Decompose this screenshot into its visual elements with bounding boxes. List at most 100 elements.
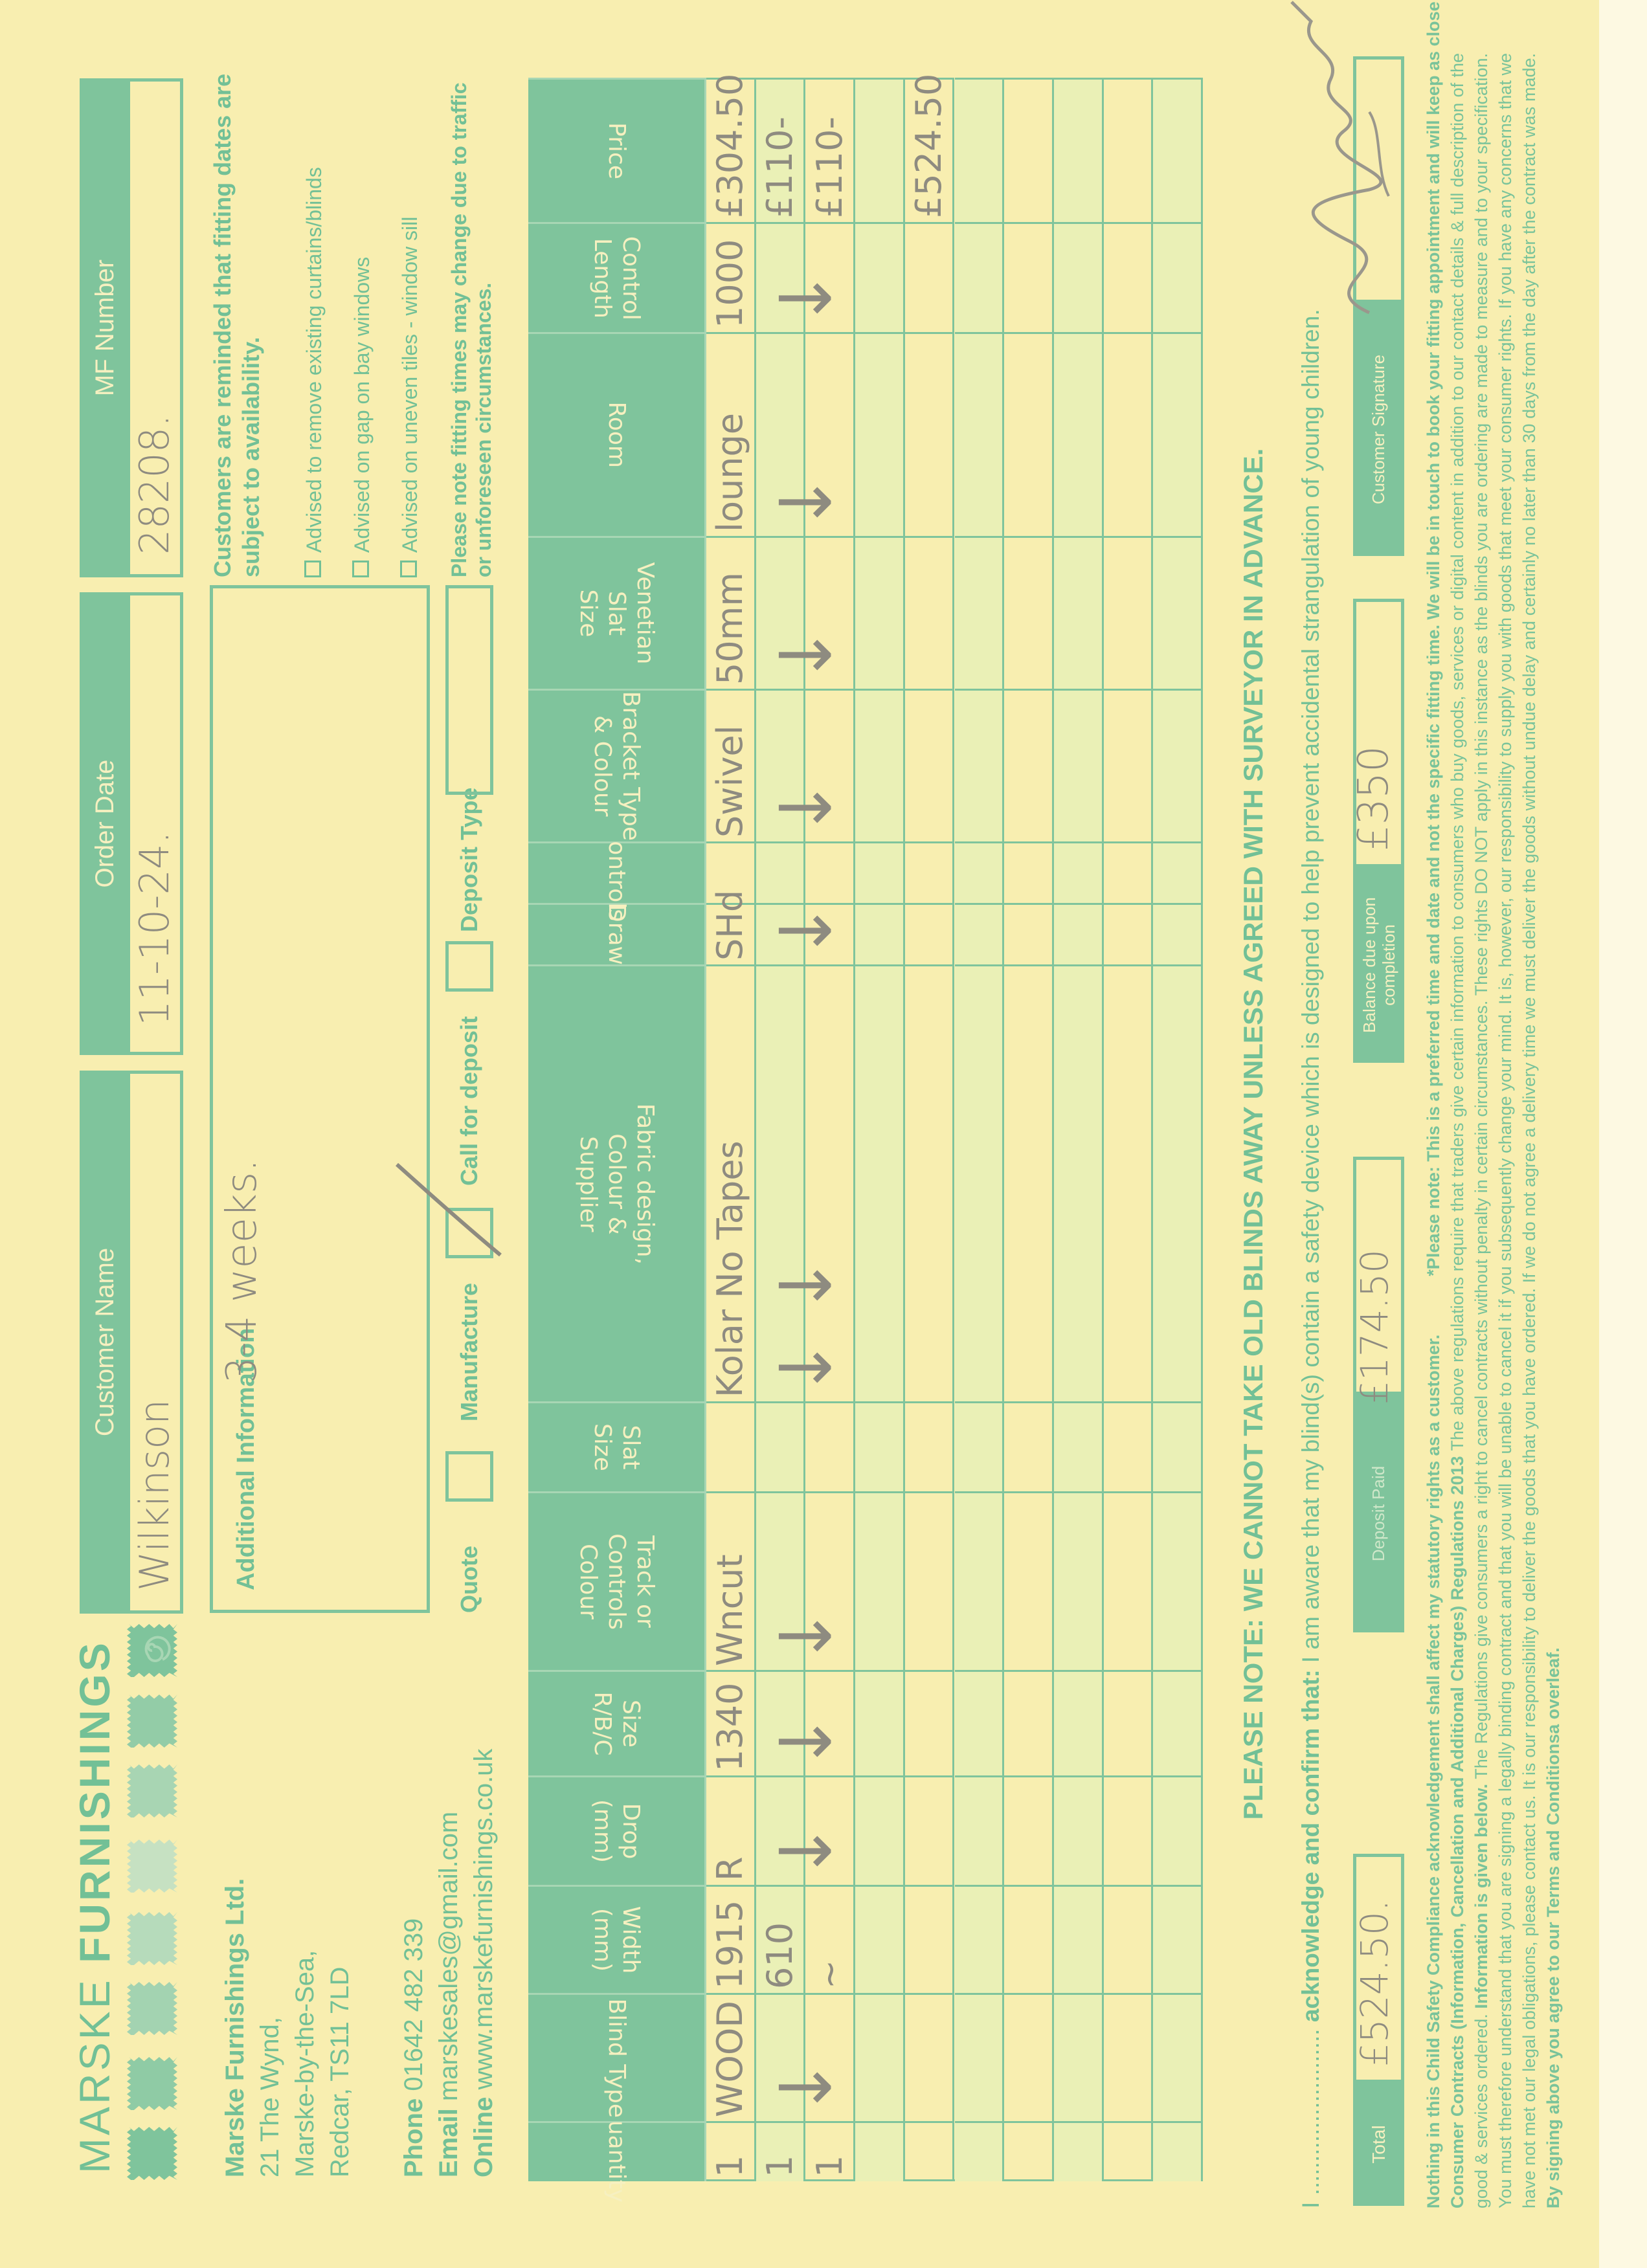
table-cell[interactable] bbox=[1103, 2121, 1154, 2181]
table-cell[interactable] bbox=[1153, 903, 1203, 964]
table-cell[interactable] bbox=[1153, 964, 1203, 1401]
table-cell[interactable]: £304.50 bbox=[706, 74, 756, 222]
table-cell[interactable] bbox=[1053, 222, 1104, 332]
table-cell[interactable] bbox=[756, 1401, 806, 1491]
additional-info-box[interactable]: Additional Information 3-4 weeks. bbox=[210, 585, 430, 1613]
table-cell[interactable]: lounge bbox=[706, 332, 756, 536]
table-cell[interactable] bbox=[1103, 332, 1154, 536]
table-cell[interactable] bbox=[954, 536, 1005, 689]
table-cell[interactable] bbox=[1053, 1401, 1104, 1491]
table-cell[interactable] bbox=[954, 964, 1005, 1401]
acknowledge-name-blank[interactable]: I ......................... bbox=[1297, 2029, 1324, 2208]
table-cell[interactable] bbox=[1053, 78, 1104, 222]
table-cell[interactable] bbox=[805, 1670, 856, 1775]
table-cell[interactable] bbox=[805, 332, 856, 536]
table-cell[interactable] bbox=[904, 536, 955, 689]
table-cell[interactable] bbox=[706, 841, 756, 903]
table-cell[interactable] bbox=[1153, 222, 1203, 332]
table-cell[interactable] bbox=[855, 2121, 905, 2181]
table-cell[interactable] bbox=[904, 903, 955, 964]
email-address[interactable]: marskesales@gmail.com bbox=[434, 1811, 463, 2102]
customer-name-field[interactable]: Customer Name Wilkinson bbox=[80, 1071, 183, 1614]
table-cell[interactable]: WOOD bbox=[706, 1993, 756, 2121]
table-cell[interactable] bbox=[1053, 689, 1104, 841]
balance-due-field[interactable]: £350 bbox=[1350, 599, 1404, 867]
table-cell[interactable] bbox=[805, 1993, 856, 2121]
table-cell[interactable] bbox=[1004, 964, 1054, 1401]
table-cell[interactable] bbox=[1153, 1993, 1203, 2121]
table-cell[interactable] bbox=[855, 1670, 905, 1775]
table-cell[interactable] bbox=[1053, 964, 1104, 1401]
table-cell[interactable] bbox=[954, 222, 1005, 332]
table-cell[interactable] bbox=[1103, 78, 1154, 222]
table-cell[interactable] bbox=[904, 1885, 955, 1993]
table-cell[interactable] bbox=[855, 222, 905, 332]
table-cell[interactable] bbox=[954, 78, 1005, 222]
table-cell[interactable] bbox=[855, 1885, 905, 1993]
table-cell[interactable]: 1340 bbox=[706, 1670, 756, 1775]
table-cell[interactable]: Wncut bbox=[706, 1491, 756, 1670]
table-cell[interactable] bbox=[954, 1775, 1005, 1885]
table-cell[interactable] bbox=[1004, 78, 1054, 222]
table-cell[interactable] bbox=[1153, 332, 1203, 536]
table-cell[interactable] bbox=[1103, 1885, 1154, 1993]
table-cell[interactable] bbox=[904, 332, 955, 536]
table-cell[interactable] bbox=[855, 1775, 905, 1885]
table-cell[interactable]: 1000 bbox=[706, 222, 756, 332]
table-cell[interactable]: £110- bbox=[805, 78, 856, 222]
table-cell[interactable] bbox=[904, 222, 955, 332]
table-cell[interactable]: ↓ bbox=[756, 332, 847, 536]
table-cell[interactable]: 1 bbox=[706, 2121, 756, 2181]
table-cell[interactable] bbox=[855, 536, 905, 689]
table-cell[interactable] bbox=[1053, 841, 1104, 903]
table-cell[interactable]: ~ bbox=[805, 1885, 856, 1993]
table-cell[interactable] bbox=[805, 222, 856, 332]
table-cell[interactable] bbox=[855, 1491, 905, 1670]
table-cell[interactable] bbox=[1153, 841, 1203, 903]
total-field[interactable]: £524.50. bbox=[1352, 1854, 1404, 2083]
table-cell[interactable] bbox=[904, 841, 955, 903]
table-cell[interactable] bbox=[805, 903, 856, 964]
customer-name-value[interactable]: Wilkinson bbox=[131, 1399, 178, 1591]
table-cell[interactable] bbox=[904, 1670, 955, 1775]
table-cell[interactable] bbox=[1053, 1775, 1104, 1885]
table-cell[interactable]: 1 bbox=[805, 2121, 856, 2181]
table-cell[interactable] bbox=[1103, 222, 1154, 332]
deposit-type-input[interactable] bbox=[445, 585, 493, 795]
table-cell[interactable] bbox=[1153, 1885, 1203, 1993]
table-cell[interactable] bbox=[1103, 1491, 1154, 1670]
table-cell[interactable]: 610 bbox=[756, 1885, 806, 1993]
table-cell[interactable] bbox=[1103, 1401, 1154, 1491]
table-cell[interactable] bbox=[1153, 1491, 1203, 1670]
table-cell[interactable] bbox=[805, 1775, 856, 1885]
mf-number-value[interactable]: 28208. bbox=[131, 414, 178, 555]
table-cell[interactable] bbox=[1103, 1775, 1154, 1885]
table-cell[interactable] bbox=[1053, 1885, 1104, 1993]
checkbox-icon[interactable] bbox=[304, 561, 321, 577]
table-cell[interactable] bbox=[904, 1401, 955, 1491]
table-cell[interactable] bbox=[1103, 1993, 1154, 2121]
total-value[interactable]: £524.50. bbox=[1352, 1899, 1396, 2067]
table-cell[interactable] bbox=[1004, 1775, 1054, 1885]
table-cell[interactable] bbox=[855, 78, 905, 222]
table-cell[interactable] bbox=[805, 964, 856, 1401]
table-cell[interactable]: ↓ bbox=[756, 901, 847, 964]
table-cell[interactable] bbox=[1103, 689, 1154, 841]
table-cell[interactable] bbox=[1053, 2121, 1104, 2181]
quote-checkbox[interactable] bbox=[445, 1451, 493, 1502]
order-date-value[interactable]: 11-10-24. bbox=[131, 830, 178, 1026]
table-cell[interactable] bbox=[954, 1401, 1005, 1491]
advisory-item[interactable]: Advised on uneven tiles - window sill bbox=[386, 167, 434, 577]
table-cell[interactable] bbox=[954, 1885, 1005, 1993]
table-cell[interactable] bbox=[954, 1491, 1005, 1670]
table-cell[interactable]: ↓ bbox=[756, 1670, 847, 1775]
table-cell[interactable]: R bbox=[706, 1775, 756, 1885]
website-link[interactable]: www.marskefurnishings.co.uk bbox=[469, 1748, 498, 2090]
table-cell[interactable]: Swivel bbox=[706, 689, 756, 841]
table-cell[interactable] bbox=[1153, 1401, 1203, 1491]
table-cell[interactable] bbox=[1153, 689, 1203, 841]
table-cell[interactable] bbox=[805, 536, 856, 689]
table-cell[interactable] bbox=[1153, 1670, 1203, 1775]
table-cell[interactable] bbox=[1004, 903, 1054, 964]
table-cell[interactable] bbox=[1004, 222, 1054, 332]
